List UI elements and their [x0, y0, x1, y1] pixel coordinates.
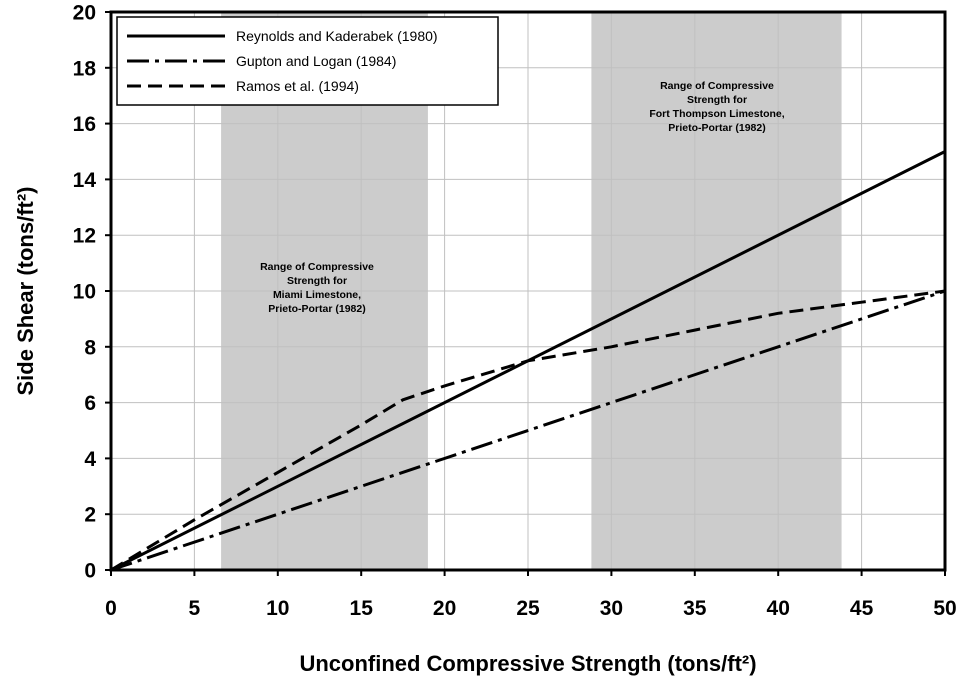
- x-tick-label: 35: [683, 597, 707, 620]
- y-tick-label: 20: [73, 2, 96, 25]
- y-tick-labels: 0 2 4 6 8 10 12 14 16 18 20: [73, 2, 111, 583]
- x-tick-label: 40: [767, 597, 790, 620]
- series-lines: [110, 150, 946, 572]
- x-tick-label: 50: [933, 597, 956, 620]
- x-tick-labels: 0 5 10 15 20 25 30 35 40 45 50: [105, 570, 957, 620]
- x-tick-label: 10: [266, 597, 289, 620]
- y-tick-label: 10: [73, 281, 96, 304]
- x-tick-label: 0: [105, 597, 117, 620]
- shaded-range-label-line: Range of Compressive: [260, 261, 374, 273]
- x-axis-title: Unconfined Compressive Strength (tons/ft…: [299, 651, 756, 676]
- shaded-range-label-line: Range of Compressive: [660, 80, 774, 92]
- legend-label: Gupton and Logan (1984): [236, 53, 396, 69]
- x-tick-label: 45: [850, 597, 874, 620]
- y-axis-title: Side Shear (tons/ft²): [13, 186, 38, 395]
- shaded-range-label-line: Fort Thompson Limestone,: [649, 108, 784, 120]
- shaded-range-label-line: Miami Limestone,: [273, 289, 361, 301]
- legend-label: Reynolds and Kaderabek (1980): [236, 28, 438, 44]
- gupton-logan-line: [110, 289, 946, 572]
- y-tick-label: 4: [84, 448, 96, 471]
- y-tick-label: 12: [73, 225, 96, 248]
- y-tick-label: 18: [73, 57, 97, 80]
- x-tick-label: 25: [516, 597, 540, 620]
- shaded-range-labels: Range of Compressive Strength for Miami Li…: [260, 80, 785, 315]
- grid-lines: [111, 12, 945, 570]
- legend-label: Ramos et al. (1994): [236, 78, 359, 94]
- y-tick-label: 14: [73, 169, 97, 192]
- shaded-range-label-line: Strength for: [687, 94, 747, 106]
- legend: Reynolds and Kaderabek (1980) Gupton and …: [116, 16, 499, 106]
- y-tick-label: 8: [84, 336, 96, 359]
- y-tick-label: 0: [84, 560, 96, 583]
- x-tick-label: 5: [189, 597, 201, 620]
- shaded-range-label-line: Prieto-Portar (1982): [268, 303, 365, 315]
- x-tick-label: 30: [600, 597, 623, 620]
- ramos-line: [110, 289, 946, 572]
- y-tick-label: 16: [73, 113, 96, 136]
- shaded-range-label-line: Prieto-Portar (1982): [668, 122, 765, 134]
- y-tick-label: 2: [84, 504, 96, 527]
- shaded-range-label-line: Strength for: [287, 275, 347, 287]
- x-tick-label: 15: [350, 597, 374, 620]
- y-tick-label: 6: [84, 392, 96, 415]
- x-tick-label: 20: [433, 597, 456, 620]
